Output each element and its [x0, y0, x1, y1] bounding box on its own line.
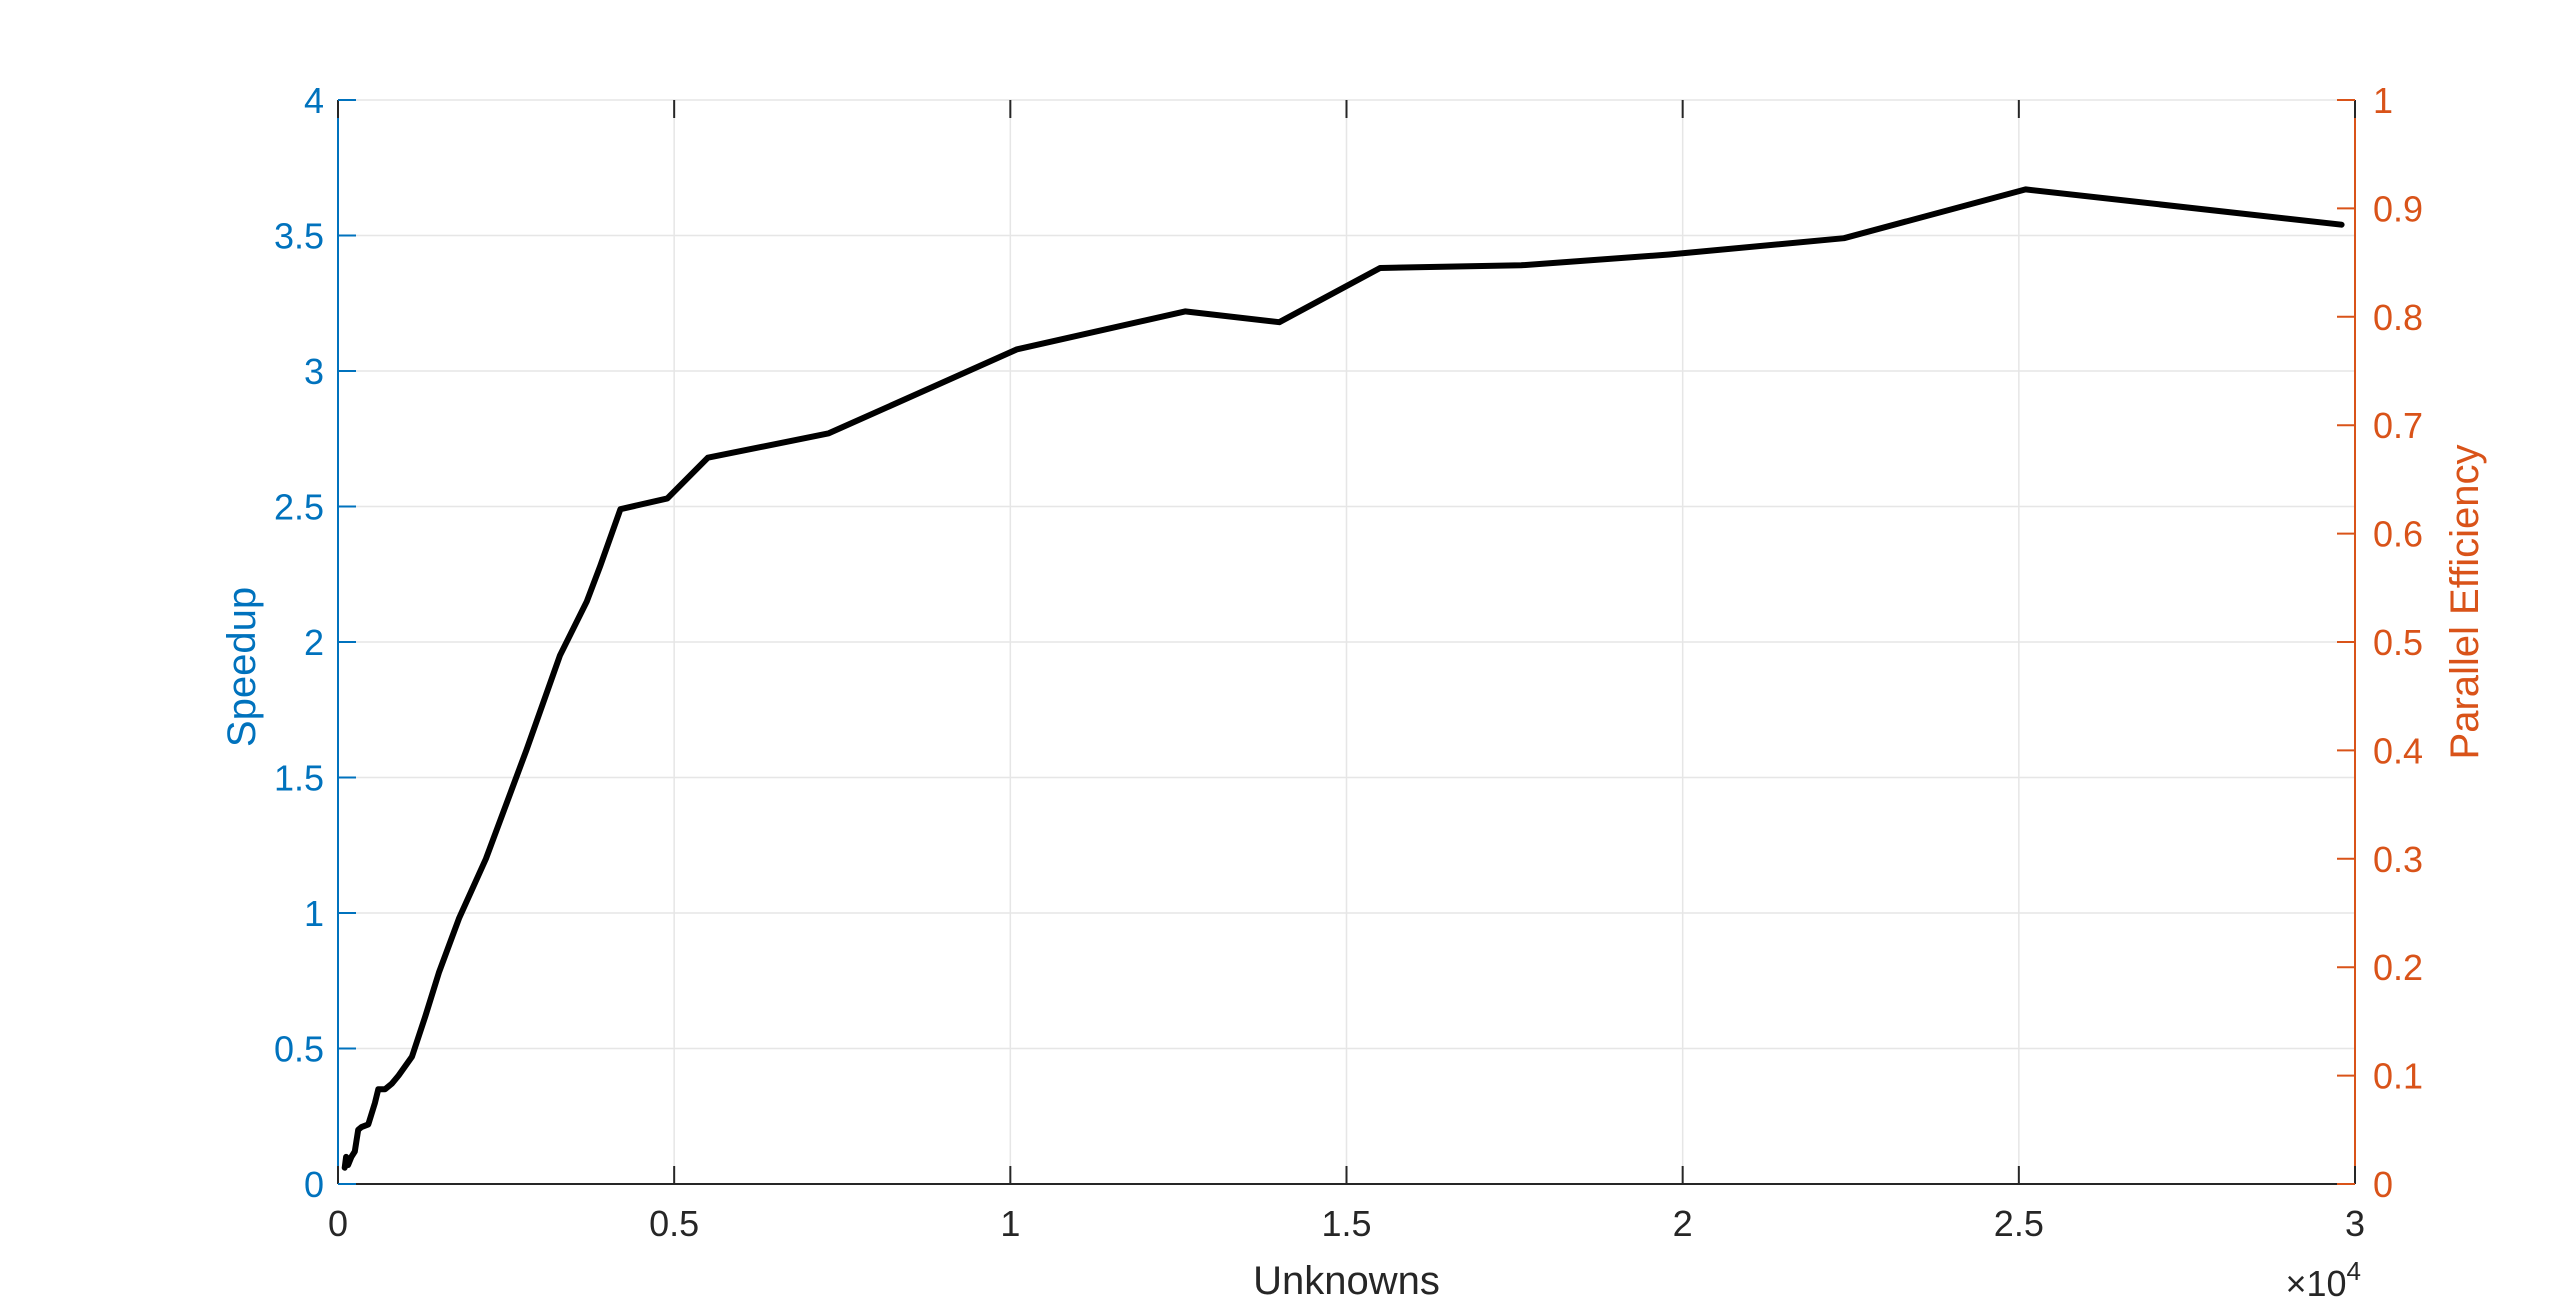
- y-right-tick-label: 0.3: [2373, 839, 2423, 880]
- ticks: 0 0.5 1 1.5 2 2.5 300.511.522.533.5400.10.20.3…: [274, 80, 2423, 1244]
- y-left-tick-label: 0: [304, 1164, 324, 1205]
- y-right-tick-label: 0: [2373, 1164, 2393, 1205]
- grid: [338, 99, 2355, 1184]
- y-left-tick-label: 2: [304, 622, 324, 663]
- series-layer: [341, 186, 2345, 1171]
- x-axis-label: Unknowns: [1253, 1259, 1440, 1303]
- x-tick-label: 0.5: [649, 1203, 699, 1244]
- y-axis-left-label: Speedup: [220, 587, 264, 747]
- y-left-tick-label: 2.5: [274, 487, 324, 528]
- x-axis-exponent: ×104: [2285, 1256, 2361, 1304]
- x-axis-exponent-power: 4: [2347, 1256, 2361, 1286]
- x-tick-label: 1: [1000, 1203, 1020, 1244]
- y-left-tick-label: 1: [304, 893, 324, 934]
- y-right-tick-label: 0.4: [2373, 730, 2423, 771]
- y-right-tick-label: 0.2: [2373, 947, 2423, 988]
- y-left-tick-label: 1.5: [274, 758, 324, 799]
- x-tick-label: 0: [328, 1203, 348, 1244]
- y-right-tick-label: 0.6: [2373, 514, 2423, 555]
- y-right-tick-label: 0.5: [2373, 622, 2423, 663]
- y-axis-right-label: Parallel Efficiency: [2443, 445, 2487, 760]
- x-tick-label: 2.5: [1994, 1203, 2044, 1244]
- x-axis-exponent-base: ×10: [2285, 1263, 2346, 1304]
- speedup-series-line: [341, 186, 2345, 1171]
- y-left-tick-label: 0.5: [274, 1029, 324, 1070]
- y-right-tick-label: 0.1: [2373, 1056, 2423, 1097]
- x-tick-label: 3: [2345, 1203, 2365, 1244]
- y-right-tick-label: 1: [2373, 80, 2393, 121]
- y-left-tick-label: 3: [304, 351, 324, 392]
- y-left-tick-label: 4: [304, 80, 324, 121]
- y-right-tick-label: 0.9: [2373, 188, 2423, 229]
- x-tick-label: 2: [1673, 1203, 1693, 1244]
- y-left-tick-label: 3.5: [274, 216, 324, 257]
- x-tick-label: 1.5: [1321, 1203, 1371, 1244]
- y-right-tick-label: 0.8: [2373, 297, 2423, 338]
- y-right-tick-label: 0.7: [2373, 405, 2423, 446]
